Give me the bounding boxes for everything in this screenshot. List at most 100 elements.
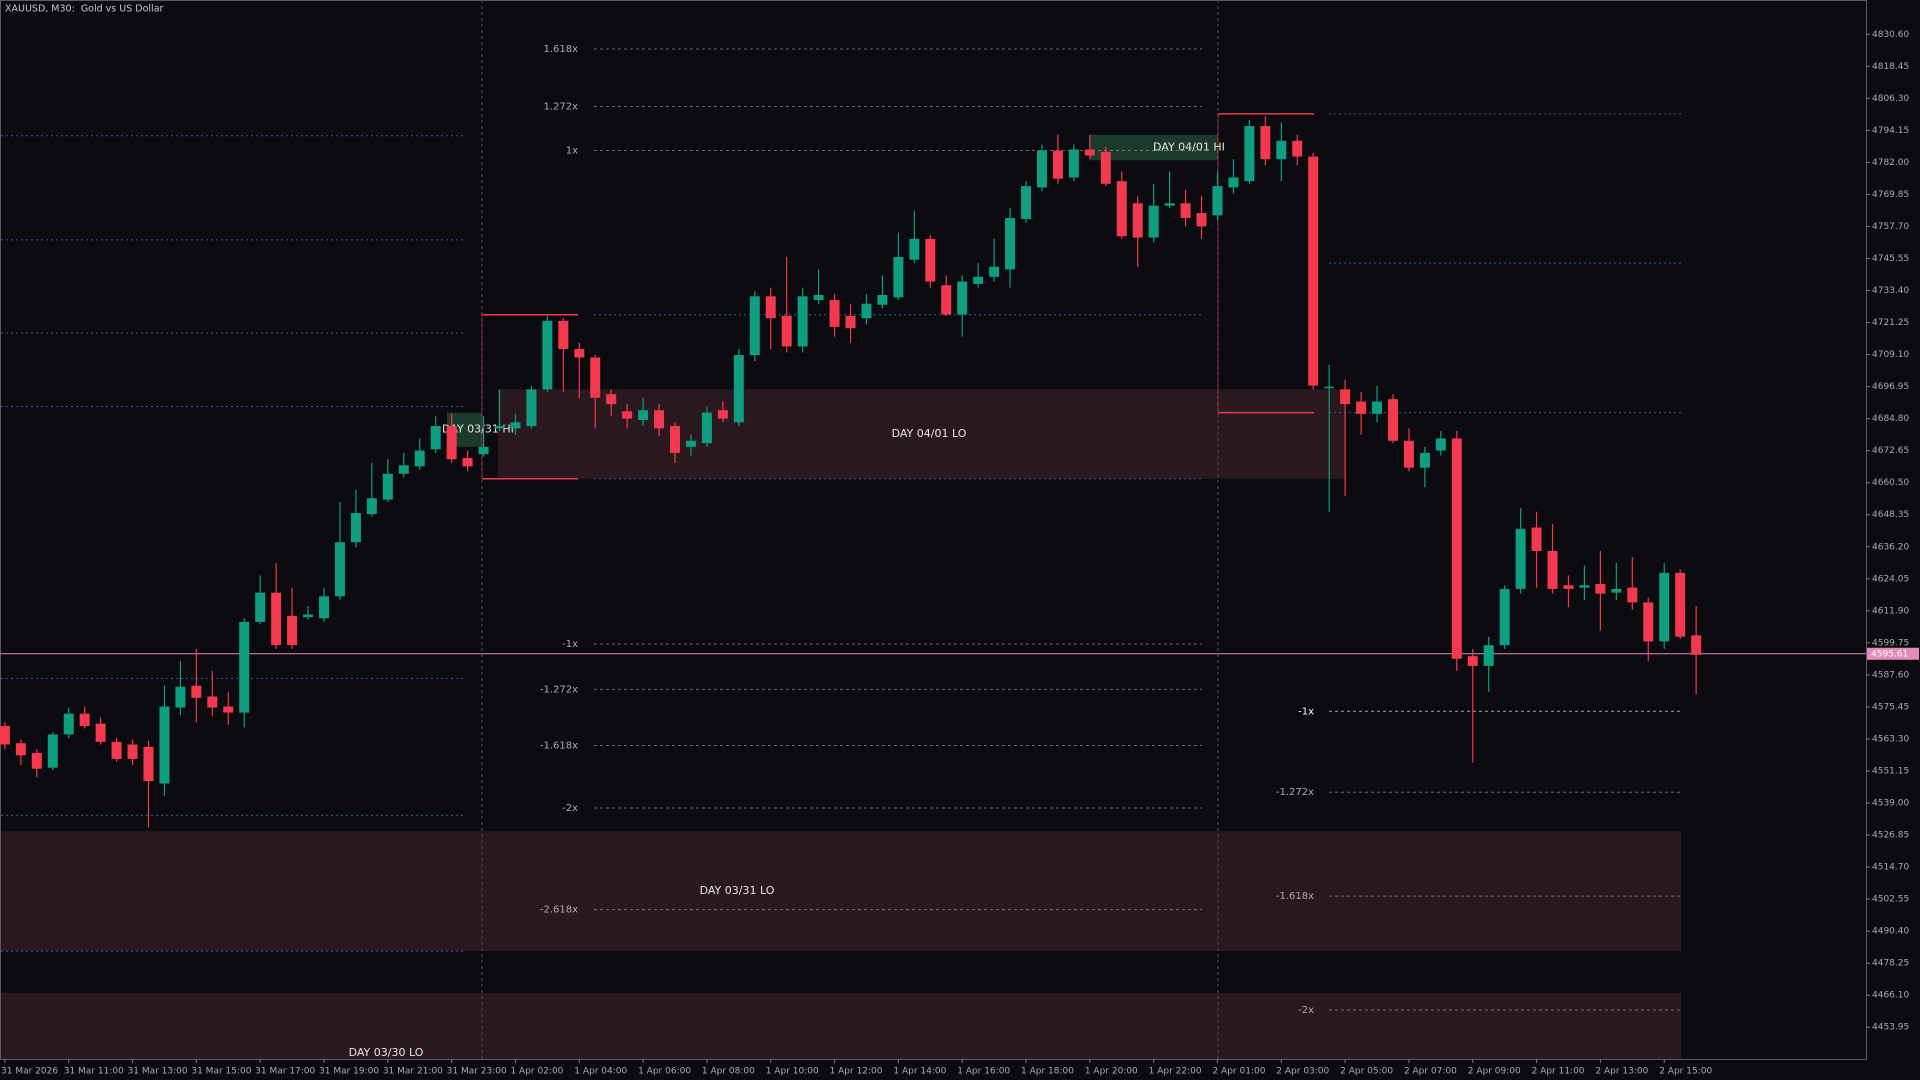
y-tick-label: 4599.75 (1872, 638, 1909, 648)
y-tick-label: 4587.60 (1872, 670, 1909, 680)
candle-body (303, 614, 314, 618)
candle-body (797, 296, 808, 347)
candle-body (1483, 645, 1494, 666)
y-tick-label: 4660.50 (1872, 478, 1909, 488)
candle-body (1052, 150, 1063, 179)
x-tick-label: 1 Apr 08:00 (702, 1067, 755, 1077)
candle-body (909, 238, 920, 260)
fib-label: -2x (562, 803, 578, 814)
candle-body (1691, 635, 1702, 655)
y-tick-label: 4806.30 (1872, 94, 1909, 104)
candle-body (1579, 585, 1590, 588)
fib-label: -2x (1298, 1005, 1314, 1016)
y-tick-label: 4794.15 (1872, 126, 1909, 136)
candle-body (159, 706, 170, 784)
x-tick-label: 1 Apr 10:00 (766, 1067, 819, 1077)
x-tick-label: 1 Apr 20:00 (1085, 1067, 1138, 1077)
candle-body (717, 410, 728, 419)
y-tick-label: 4624.05 (1872, 574, 1909, 584)
zone-label: DAY 04/01 LO (892, 427, 967, 440)
x-tick-label: 31 Mar 13:00 (128, 1067, 188, 1077)
fib-label: 1x (566, 146, 578, 157)
candle-body (925, 238, 936, 282)
candle-body (1340, 389, 1351, 405)
x-tick-label: 2 Apr 13:00 (1595, 1067, 1648, 1077)
candle-body (15, 743, 26, 756)
candle-body (175, 686, 186, 708)
candle-body (366, 498, 377, 515)
candle-body (1180, 203, 1191, 219)
y-tick-label: 4551.15 (1872, 766, 1909, 776)
candle-body (1547, 550, 1558, 589)
candle-body (781, 315, 792, 347)
x-tick-label: 1 Apr 18:00 (1021, 1067, 1074, 1077)
candle-body (654, 410, 665, 429)
candle-body (462, 457, 473, 467)
candle-body (1435, 438, 1446, 451)
candle-body (1563, 585, 1574, 589)
candle-body (95, 723, 106, 742)
candle-body (1292, 140, 1303, 157)
x-tick-label: 2 Apr 09:00 (1468, 1067, 1521, 1077)
candle-body (287, 615, 298, 646)
candle-body (861, 303, 872, 319)
candle-body (478, 446, 489, 455)
candle-body (127, 744, 138, 759)
x-tick-label: 31 Mar 17:00 (255, 1067, 315, 1077)
zone-label: DAY 04/01 HI (1153, 141, 1225, 154)
candle-body (47, 734, 58, 768)
candle-body (558, 320, 569, 350)
candle-body (350, 513, 361, 543)
candle-body (1276, 140, 1287, 160)
zone (1, 831, 1681, 952)
fib-label: -1x (1298, 706, 1314, 717)
candle-body (989, 266, 1000, 277)
y-tick-label: 4636.20 (1872, 542, 1909, 552)
candle-body (1100, 151, 1111, 184)
candle-body (813, 295, 824, 301)
y-tick-label: 4769.85 (1872, 190, 1909, 200)
candle-body (957, 281, 968, 315)
candle-body (79, 713, 90, 727)
candle-body (1659, 572, 1670, 642)
zone (498, 389, 1345, 479)
x-tick-label: 1 Apr 22:00 (1149, 1067, 1202, 1077)
x-tick-label: 31 Mar 2026 (1, 1067, 58, 1077)
x-tick-label: 2 Apr 11:00 (1532, 1067, 1585, 1077)
x-tick-label: 2 Apr 01:00 (1212, 1067, 1265, 1077)
y-tick-label: 4502.55 (1872, 895, 1909, 905)
x-tick-label: 1 Apr 12:00 (830, 1067, 883, 1077)
y-tick-label: 4684.80 (1872, 414, 1909, 424)
candle-body (1419, 452, 1430, 468)
candle-body (1148, 205, 1159, 238)
candle-body (1627, 587, 1638, 603)
y-tick-label: 4830.60 (1872, 30, 1909, 40)
x-tick-label: 2 Apr 07:00 (1404, 1067, 1457, 1077)
candle-body (494, 426, 505, 429)
candle-body (1467, 656, 1478, 666)
candle-body (1387, 399, 1398, 441)
candle-body (63, 713, 74, 735)
candle-body (1531, 527, 1542, 551)
candle-body (1116, 181, 1127, 237)
candle-body (1675, 572, 1686, 637)
candle-body (1260, 126, 1271, 160)
candle-body (685, 440, 696, 447)
y-tick-label: 4757.70 (1872, 222, 1909, 232)
y-tick-label: 4696.95 (1872, 382, 1909, 392)
fib-label: -1x (562, 639, 578, 650)
x-tick-label: 31 Mar 19:00 (319, 1067, 379, 1077)
candle-body (0, 726, 10, 745)
candle-body (574, 349, 585, 358)
candle-body (1132, 203, 1143, 238)
fib-label: -1.618x (1276, 891, 1314, 902)
plot-frame (0, 0, 1867, 1060)
candle-body (1036, 150, 1047, 188)
y-tick-label: 4526.85 (1872, 831, 1909, 841)
y-tick-label: 4709.10 (1872, 350, 1909, 360)
zone-label: DAY 03/31 LO (700, 884, 775, 897)
candle-body (143, 746, 154, 782)
x-tick-label: 31 Mar 15:00 (191, 1067, 251, 1077)
candle-body (526, 389, 537, 427)
